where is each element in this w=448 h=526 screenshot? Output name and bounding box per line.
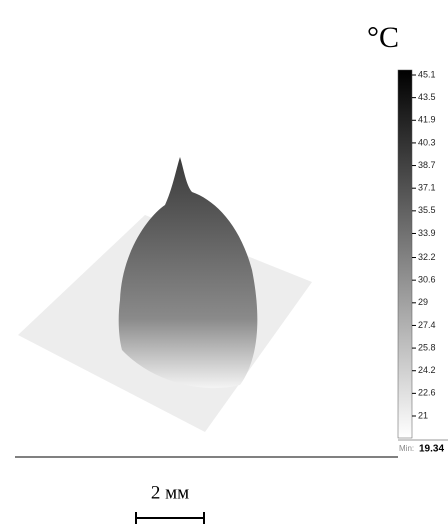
colorbar-tick-label: 40.3	[418, 137, 436, 147]
min-value: 19.34	[419, 444, 444, 455]
colorbar-tick-label: 25.8	[418, 342, 436, 352]
colorbar-tick-label: 27.4	[418, 320, 436, 330]
colorbar-tick-label: 38.7	[418, 160, 436, 170]
colorbar-tick-label: 24.2	[418, 365, 436, 375]
colorbar-tick-label: 45.1	[418, 69, 436, 79]
min-label: Min:	[399, 444, 414, 453]
colorbar	[398, 70, 412, 438]
unit-label: °C	[367, 21, 399, 54]
colorbar-tick-label: 32.2	[418, 252, 436, 262]
colorbar-tick-label: 30.6	[418, 275, 436, 285]
colorbar-tick-label: 41.9	[418, 115, 436, 125]
colorbar-tick-label: 21	[418, 410, 428, 420]
colorbar-tick-label: 43.5	[418, 92, 436, 102]
colorbar-tick-label: 22.6	[418, 388, 436, 398]
scale-label: 2 мм	[151, 482, 189, 503]
scale-bar	[135, 512, 205, 524]
colorbar-tick-label: 37.1	[418, 183, 436, 193]
colorbar-tick-label: 29	[418, 297, 428, 307]
figure: °C Min: 19.34 2 мм 45.1 43.5 41.9 40.3 38.7 3…	[0, 0, 448, 526]
colorbar-tick-label: 33.9	[418, 228, 436, 238]
temperature-peak	[119, 157, 258, 388]
colorbar-tick-label: 35.5	[418, 205, 436, 215]
surface-plot	[18, 157, 312, 432]
